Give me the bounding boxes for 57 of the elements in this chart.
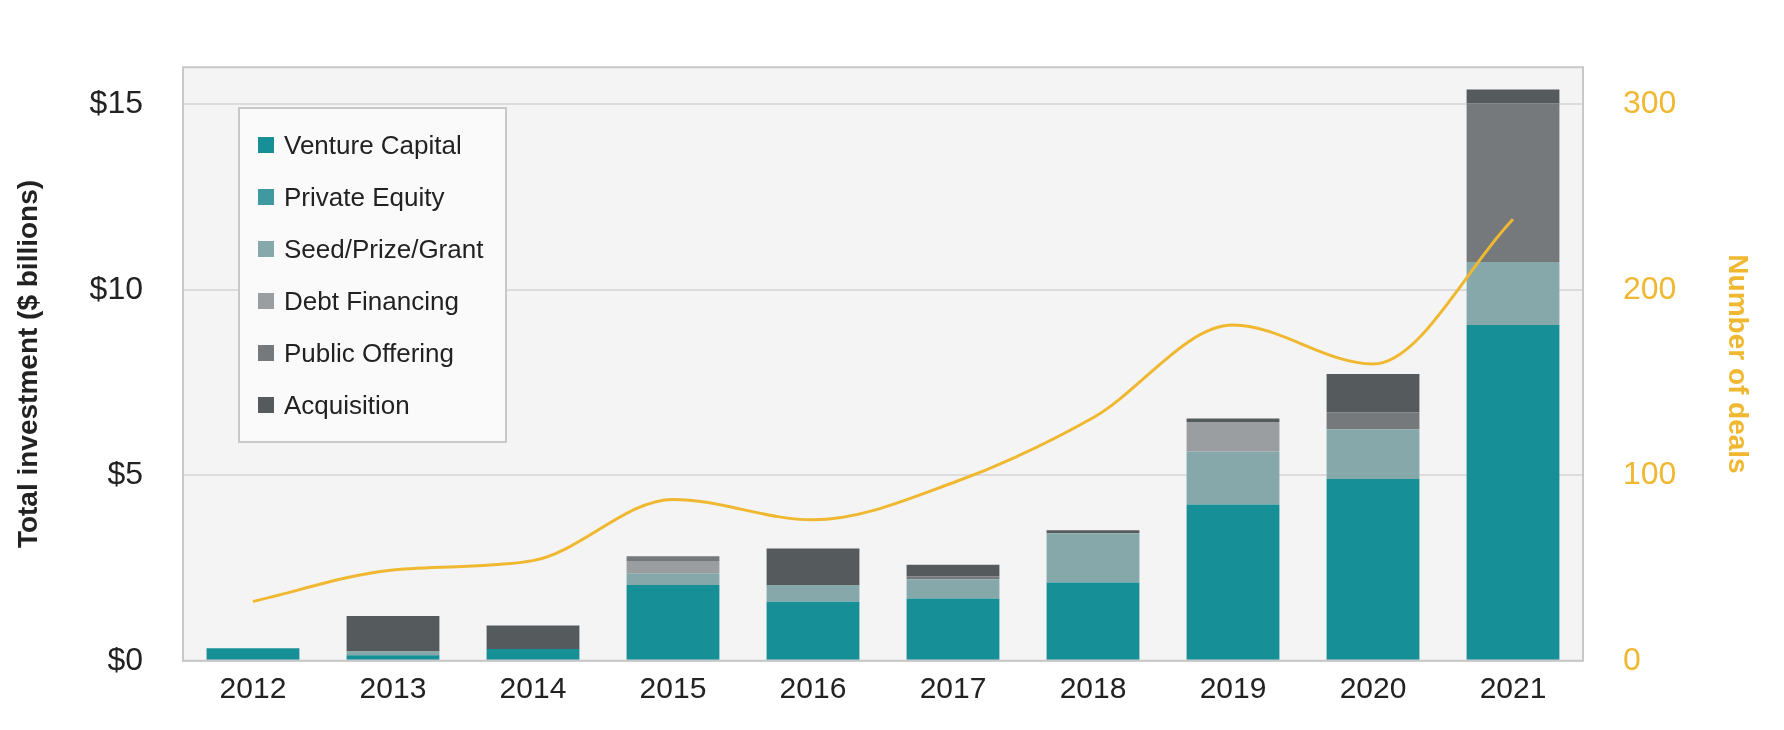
- bar: [486, 625, 580, 649]
- bar: [206, 648, 300, 660]
- legend-label: Debt Financing: [283, 285, 459, 317]
- x-tick-label: 2015: [639, 671, 707, 705]
- bar: [1466, 261, 1560, 326]
- bar: [626, 561, 720, 574]
- y-tick-label: $0: [107, 640, 143, 677]
- bar: [1186, 504, 1280, 660]
- bar: [1326, 374, 1420, 413]
- bar: [626, 556, 720, 561]
- bar: [766, 585, 860, 602]
- bar: [906, 598, 1000, 660]
- x-tick-label: 2017: [919, 671, 987, 705]
- x-tick-label: 2018: [1059, 671, 1127, 705]
- bar: [346, 615, 440, 652]
- bar: [1326, 429, 1420, 480]
- x-tick-label: 2016: [779, 671, 847, 705]
- y2-tick-label: 100: [1623, 455, 1677, 492]
- x-tick-label: 2020: [1339, 671, 1407, 705]
- bar: [1046, 533, 1140, 583]
- bar: [766, 548, 860, 586]
- x-tick-label: 2021: [1479, 671, 1547, 705]
- bar: [626, 585, 720, 660]
- bar: [1186, 451, 1280, 505]
- bar: [906, 579, 1000, 599]
- bar: [1466, 325, 1560, 660]
- bar: [1326, 412, 1420, 430]
- bar: [1186, 421, 1280, 452]
- legend-label: Acquisition: [283, 389, 410, 421]
- bar: [906, 576, 1000, 580]
- x-tick-label: 2013: [359, 671, 427, 705]
- bar: [906, 564, 1000, 577]
- x-tick-label: 2014: [499, 671, 567, 705]
- x-tick-label: 2019: [1199, 671, 1267, 705]
- y2-tick-label: 300: [1623, 84, 1677, 121]
- y-tick-label: $10: [89, 269, 143, 306]
- y2-axis-title: Number of deals: [1723, 254, 1755, 474]
- legend-label: Venture Capital: [283, 129, 462, 161]
- y-axis-title: Total investment ($ billions): [11, 179, 43, 549]
- bar: [1046, 530, 1140, 534]
- bar: [1326, 479, 1420, 660]
- bar: [1466, 103, 1560, 262]
- y2-tick-label: 0: [1623, 640, 1641, 677]
- legend-label: Public Offering: [283, 337, 455, 369]
- bar: [1466, 89, 1560, 104]
- bar: [626, 573, 720, 586]
- legend-label: Private Equity: [283, 181, 445, 213]
- y2-tick-label: 200: [1623, 269, 1677, 306]
- y-tick-label: $15: [89, 84, 143, 121]
- bar: [1046, 582, 1140, 660]
- bar: [766, 601, 860, 660]
- bar: [486, 648, 580, 660]
- y-tick-label: $5: [107, 455, 143, 492]
- line-series: [251, 217, 1515, 603]
- legend-label: Seed/Prize/Grant: [283, 233, 484, 265]
- x-tick-label: 2012: [219, 671, 287, 705]
- bar: [346, 655, 440, 660]
